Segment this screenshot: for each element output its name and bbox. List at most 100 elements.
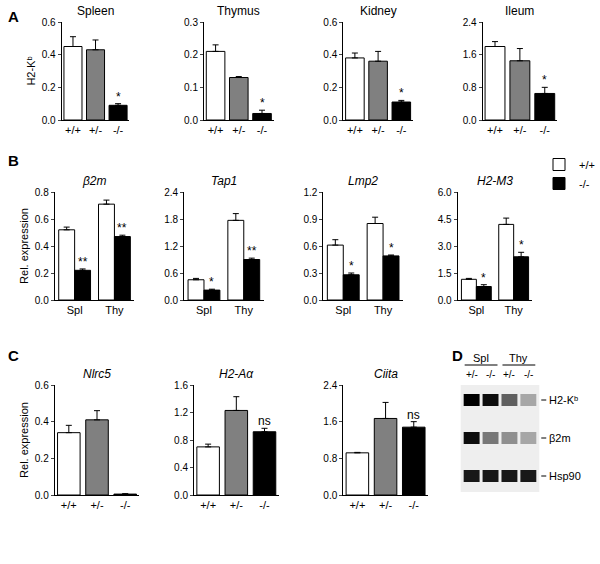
svg-text:Thy: Thy [504, 304, 523, 316]
svg-text:1.8: 1.8 [164, 214, 178, 225]
svg-text:ns: ns [258, 414, 271, 428]
svg-text:2.4: 2.4 [463, 17, 477, 28]
svg-text:2.4: 2.4 [164, 187, 178, 198]
svg-text:**: ** [78, 255, 88, 269]
svg-text:1.6: 1.6 [463, 49, 477, 60]
svg-text:-/-: -/- [396, 124, 407, 136]
svg-text:1.2: 1.2 [164, 241, 178, 252]
svg-text:Nlrc5: Nlrc5 [83, 367, 111, 381]
svg-text:*: * [349, 259, 354, 273]
svg-text:0.0: 0.0 [184, 115, 198, 126]
svg-text:2.4: 2.4 [323, 380, 337, 391]
svg-text:-/-: -/- [524, 369, 533, 380]
svg-text:D: D [452, 347, 463, 364]
svg-text:0.4: 0.4 [323, 49, 337, 60]
svg-text:Spl: Spl [335, 304, 351, 316]
svg-text:0.2: 0.2 [35, 268, 49, 279]
svg-text:0.8: 0.8 [174, 435, 188, 446]
svg-text:Ciita: Ciita [374, 367, 398, 381]
svg-text:0.9: 0.9 [303, 214, 317, 225]
svg-text:Rel. expression: Rel. expression [18, 402, 30, 478]
svg-text:A: A [8, 8, 19, 25]
svg-text:+/+: +/+ [61, 499, 77, 511]
svg-text:0.8: 0.8 [463, 82, 477, 93]
svg-text:-/-: -/- [120, 499, 131, 511]
svg-text:0.0: 0.0 [303, 295, 317, 306]
svg-text:*: * [399, 86, 404, 100]
svg-text:0.0: 0.0 [323, 490, 337, 501]
svg-text:+/+: +/+ [65, 124, 81, 136]
svg-text:Lmp2: Lmp2 [348, 174, 378, 188]
svg-text:0.8: 0.8 [35, 187, 49, 198]
svg-text:1.2: 1.2 [174, 407, 188, 418]
svg-text:Thy: Thy [374, 304, 393, 316]
svg-text:ns: ns [407, 408, 420, 422]
svg-text:Thy: Thy [509, 352, 528, 364]
svg-text:+/+: +/+ [200, 499, 216, 511]
svg-text:0.6: 0.6 [35, 380, 49, 391]
svg-text:+/-: +/- [513, 124, 526, 136]
svg-text:0.4: 0.4 [42, 49, 56, 60]
svg-text:1.2: 1.2 [303, 187, 317, 198]
svg-text:-/-: -/- [579, 178, 590, 190]
svg-text:Hsp90: Hsp90 [549, 470, 581, 482]
svg-text:1.5: 1.5 [438, 268, 452, 279]
svg-text:-/-: -/- [259, 499, 270, 511]
svg-text:0.2: 0.2 [35, 453, 49, 464]
svg-text:**: ** [247, 244, 257, 258]
svg-text:H2-Kᵇ: H2-Kᵇ [25, 56, 37, 85]
svg-text:Spl: Spl [196, 304, 212, 316]
svg-text:H2-Aα: H2-Aα [219, 367, 254, 381]
svg-text:Spl: Spl [473, 352, 489, 364]
svg-text:-/-: -/- [409, 499, 420, 511]
svg-text:0.3: 0.3 [184, 17, 198, 28]
svg-text:0.0: 0.0 [463, 115, 477, 126]
svg-text:0.4: 0.4 [174, 462, 188, 473]
svg-text:*: * [542, 73, 547, 87]
svg-text:+/-: +/- [89, 124, 102, 136]
svg-text:0.2: 0.2 [42, 82, 56, 93]
svg-text:Ileum: Ileum [505, 4, 534, 18]
svg-text:H2-M3: H2-M3 [477, 174, 513, 188]
svg-text:Tap1: Tap1 [211, 174, 237, 188]
svg-text:**: ** [117, 221, 127, 235]
svg-text:0.3: 0.3 [303, 268, 317, 279]
svg-text:0.6: 0.6 [42, 17, 56, 28]
svg-text:Thy: Thy [105, 304, 124, 316]
svg-text:B: B [8, 152, 19, 169]
svg-text:1.6: 1.6 [174, 380, 188, 391]
svg-text:0.4: 0.4 [35, 416, 49, 427]
svg-text:-/-: -/- [486, 369, 495, 380]
svg-text:-/-: -/- [113, 124, 124, 136]
svg-text:Thy: Thy [235, 304, 254, 316]
svg-text:Rel. expression: Rel. expression [18, 208, 30, 284]
svg-text:0.0: 0.0 [42, 115, 56, 126]
svg-text:+/-: +/- [90, 499, 103, 511]
svg-text:0.4: 0.4 [35, 241, 49, 252]
svg-text:+/+: +/+ [347, 124, 363, 136]
svg-text:0.6: 0.6 [35, 214, 49, 225]
svg-text:+/-: +/- [466, 369, 478, 380]
svg-text:+/-: +/- [232, 124, 245, 136]
svg-text:β2m: β2m [82, 174, 107, 188]
svg-text:Spl: Spl [468, 304, 484, 316]
svg-text:β2m: β2m [549, 432, 571, 444]
svg-text:1.6: 1.6 [323, 416, 337, 427]
svg-text:0.0: 0.0 [164, 295, 178, 306]
svg-text:+/+: +/+ [579, 159, 595, 171]
svg-text:0.6: 0.6 [323, 17, 337, 28]
svg-text:+/+: +/+ [208, 124, 224, 136]
svg-text:+/+: +/+ [487, 124, 503, 136]
svg-text:+/-: +/- [230, 499, 243, 511]
svg-text:-/-: -/- [257, 124, 268, 136]
svg-text:0.2: 0.2 [184, 49, 198, 60]
svg-text:0.0: 0.0 [323, 115, 337, 126]
svg-text:+/-: +/- [379, 499, 392, 511]
svg-text:Kidney: Kidney [360, 4, 397, 18]
svg-text:3.0: 3.0 [438, 241, 452, 252]
svg-text:0.0: 0.0 [174, 490, 188, 501]
svg-text:0.0: 0.0 [438, 295, 452, 306]
svg-text:+/+: +/+ [349, 499, 365, 511]
svg-text:4.5: 4.5 [438, 214, 452, 225]
svg-text:0.2: 0.2 [323, 82, 337, 93]
